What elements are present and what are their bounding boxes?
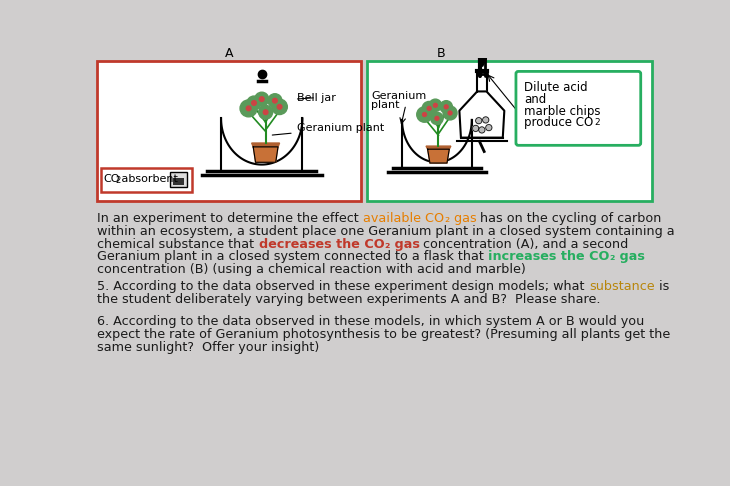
Text: Geranium: Geranium: [371, 91, 426, 101]
Text: concentration (A), and a second: concentration (A), and a second: [420, 238, 629, 251]
Circle shape: [264, 110, 268, 115]
Circle shape: [440, 101, 453, 113]
Text: marble chips: marble chips: [524, 104, 601, 118]
Text: concentration (B) (using a chemical reaction with acid and marble): concentration (B) (using a chemical reac…: [97, 263, 526, 276]
Circle shape: [443, 106, 457, 120]
Circle shape: [485, 124, 492, 131]
Text: 2: 2: [594, 119, 600, 127]
Circle shape: [476, 118, 482, 124]
Circle shape: [272, 99, 288, 115]
Polygon shape: [428, 149, 449, 163]
Text: absorbent: absorbent: [118, 174, 178, 184]
Circle shape: [259, 97, 264, 102]
Circle shape: [246, 106, 251, 111]
Text: ₂: ₂: [445, 212, 450, 226]
Text: 5. According to the data observed in these experiment design models; what: 5. According to the data observed in the…: [97, 280, 589, 294]
Text: substance: substance: [589, 280, 655, 294]
Circle shape: [423, 113, 426, 117]
Circle shape: [429, 99, 442, 111]
Text: Geranium plant: Geranium plant: [272, 123, 384, 135]
Text: and: and: [524, 93, 547, 106]
Text: is: is: [655, 280, 669, 294]
Text: CO: CO: [104, 174, 120, 184]
FancyBboxPatch shape: [174, 178, 184, 185]
Text: produce CO: produce CO: [524, 116, 593, 129]
Circle shape: [258, 105, 272, 119]
Circle shape: [252, 101, 256, 105]
Text: Dilute acid: Dilute acid: [524, 82, 588, 94]
Circle shape: [445, 105, 448, 109]
Polygon shape: [459, 91, 504, 138]
Circle shape: [431, 112, 443, 124]
FancyBboxPatch shape: [97, 61, 361, 201]
Circle shape: [472, 125, 479, 132]
Circle shape: [247, 96, 261, 110]
Text: B: B: [437, 47, 445, 60]
Circle shape: [272, 98, 277, 103]
Text: 6. According to the data observed in these models, in which system A or B would : 6. According to the data observed in the…: [97, 315, 645, 328]
Circle shape: [427, 106, 431, 110]
Polygon shape: [253, 147, 278, 162]
Polygon shape: [252, 143, 280, 147]
Text: gas: gas: [615, 250, 645, 263]
FancyBboxPatch shape: [367, 61, 653, 201]
Text: plant: plant: [371, 100, 399, 110]
Text: In an experiment to determine the effect: In an experiment to determine the effect: [97, 212, 364, 226]
Circle shape: [479, 127, 485, 133]
Text: Bell jar: Bell jar: [296, 93, 336, 103]
Text: ₂: ₂: [610, 250, 615, 263]
Circle shape: [417, 107, 432, 122]
Circle shape: [483, 117, 489, 123]
Text: Geranium plant in a closed system connected to a flask that: Geranium plant in a closed system connec…: [97, 250, 488, 263]
Text: 2: 2: [115, 176, 120, 185]
Text: chemical substance that: chemical substance that: [97, 238, 258, 251]
Text: gas: gas: [450, 212, 476, 226]
Circle shape: [240, 100, 257, 117]
Text: expect the rate of Geranium photosynthesis to be greatest? (Presuming all plants: expect the rate of Geranium photosynthes…: [97, 328, 671, 341]
Circle shape: [422, 102, 436, 115]
Text: has on the cycling of carbon: has on the cycling of carbon: [476, 212, 661, 226]
Text: gas: gas: [390, 238, 420, 251]
Text: within an ecosystem, a student place one Geranium plant in a closed system conta: within an ecosystem, a student place one…: [97, 225, 675, 238]
Text: ₂: ₂: [384, 238, 390, 251]
Text: A: A: [225, 47, 234, 60]
Circle shape: [268, 94, 282, 107]
Text: the student deliberately varying between experiments A and B?  Please share.: the student deliberately varying between…: [97, 293, 601, 306]
Polygon shape: [426, 146, 451, 149]
FancyBboxPatch shape: [516, 71, 641, 145]
Text: available CO: available CO: [364, 212, 445, 226]
Circle shape: [277, 104, 282, 109]
Circle shape: [434, 104, 437, 107]
Circle shape: [448, 111, 452, 115]
FancyBboxPatch shape: [101, 169, 192, 191]
Circle shape: [435, 117, 439, 121]
FancyBboxPatch shape: [170, 172, 188, 187]
Text: decreases the CO: decreases the CO: [258, 238, 384, 251]
Circle shape: [255, 92, 269, 106]
Text: same sunlight?  Offer your insight): same sunlight? Offer your insight): [97, 341, 320, 353]
Text: increases the CO: increases the CO: [488, 250, 610, 263]
